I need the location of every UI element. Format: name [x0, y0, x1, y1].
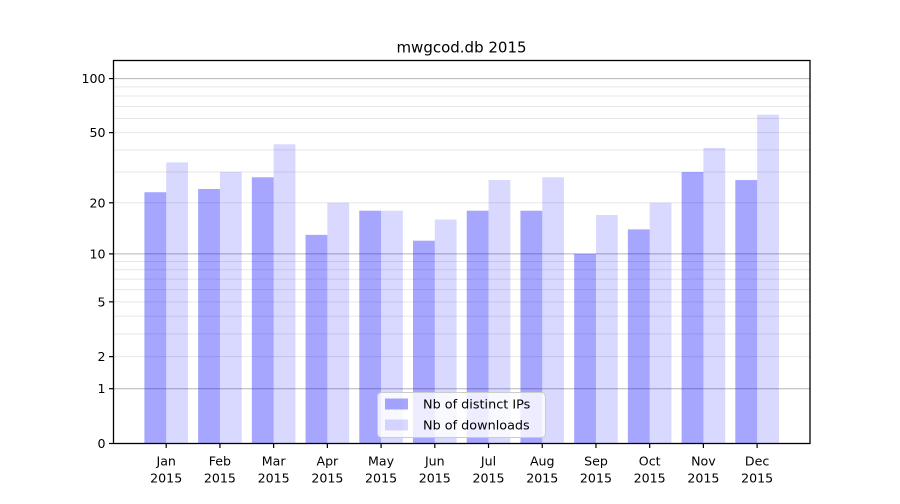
bar-nb-of-downloads-mar [273, 144, 296, 444]
x-tick-label-month-apr: Apr [316, 454, 339, 469]
x-tick-label-month-aug: Aug [530, 454, 555, 469]
bar-nb-of-downloads-jun [434, 219, 457, 444]
x-tick-label-month-jul: Jul [480, 454, 496, 469]
bar-nb-of-distinct-ips-may [359, 210, 382, 444]
bar-nb-of-distinct-ips-jan [144, 192, 167, 444]
x-tick-label-year-apr: 2015 [311, 471, 343, 486]
x-tick-label-month-sep: Sep [584, 454, 608, 469]
bar-nb-of-downloads-feb [219, 171, 242, 444]
x-tick-label-year-dec: 2015 [741, 471, 773, 486]
bar-nb-of-distinct-ips-oct [627, 229, 650, 444]
x-tick-label-year-sep: 2015 [580, 471, 612, 486]
legend-swatch-distinct-ips [385, 398, 408, 410]
bar-nb-of-distinct-ips-mar [251, 177, 274, 444]
legend-label-downloads: Nb of downloads [423, 419, 530, 434]
bar-nb-of-downloads-sep [595, 214, 618, 444]
gridlines [113, 78, 810, 390]
x-tick-label-month-mar: Mar [262, 454, 287, 469]
legend-label-distinct-ips: Nb of distinct IPs [423, 398, 531, 413]
y-tick-label-20: 20 [89, 195, 105, 210]
y-tick-label-2: 2 [97, 349, 105, 364]
bars [144, 114, 779, 444]
x-tick-label-month-nov: Nov [691, 454, 716, 469]
x-tick-label-year-jul: 2015 [472, 471, 504, 486]
x-tick-label-year-may: 2015 [365, 471, 397, 486]
bar-nb-of-downloads-nov [703, 147, 726, 444]
y-tick-label-50: 50 [89, 125, 105, 140]
y-tick-label-0: 0 [97, 436, 105, 451]
bar-nb-of-downloads-jan [166, 162, 188, 444]
x-tick-label-month-dec: Dec [745, 454, 769, 469]
plot-border [112, 59, 811, 445]
chart-title: mwgcod.db 2015 [396, 39, 526, 57]
legend-swatch-downloads [385, 419, 408, 431]
bar-nb-of-distinct-ips-apr [305, 234, 328, 444]
y-tick-label-5: 5 [97, 294, 105, 309]
x-tick-label-year-oct: 2015 [634, 471, 666, 486]
x-tick-label-year-jan: 2015 [150, 471, 182, 486]
legend-box [377, 392, 546, 438]
bar-nb-of-downloads-dec [757, 114, 779, 444]
x-tick-label-year-nov: 2015 [687, 471, 719, 486]
x-tick-label-year-feb: 2015 [204, 471, 236, 486]
x-tick-label-month-may: May [368, 454, 395, 469]
bar-nb-of-distinct-ips-feb [198, 188, 220, 444]
x-tick-label-year-aug: 2015 [526, 471, 558, 486]
y-tick-label-100: 100 [81, 71, 105, 86]
bar-nb-of-downloads-apr [327, 202, 350, 444]
bar-nb-of-downloads-jul [488, 180, 511, 444]
bar-nb-of-downloads-may [381, 210, 403, 444]
bar-nb-of-downloads-aug [542, 177, 565, 444]
bar-nb-of-distinct-ips-sep [574, 253, 596, 444]
x-tick-label-year-jun: 2015 [419, 471, 451, 486]
x-tick-label-month-jan: Jan [155, 454, 175, 469]
x-tick-label-month-jun: Jun [424, 454, 445, 469]
y-tick-label-10: 10 [89, 246, 105, 261]
axes: 0 1 2 5 10 20 50 100 Jan 2015 Feb 2015 Mar 2015 Apr 201… [81, 59, 811, 486]
x-tick-label-month-oct: Oct [639, 454, 661, 469]
x-tick-label-month-feb: Feb [209, 454, 231, 469]
x-tick-label-year-mar: 2015 [258, 471, 290, 486]
y-tick-label-1: 1 [97, 381, 105, 396]
bar-nb-of-distinct-ips-jul [466, 210, 489, 444]
bar-nb-of-distinct-ips-aug [520, 210, 543, 444]
bar-nb-of-distinct-ips-nov [681, 171, 704, 444]
bar-nb-of-distinct-ips-dec [735, 180, 758, 444]
bar-nb-of-downloads-oct [649, 202, 672, 444]
legend: Nb of distinct IPs Nb of downloads [377, 392, 546, 438]
